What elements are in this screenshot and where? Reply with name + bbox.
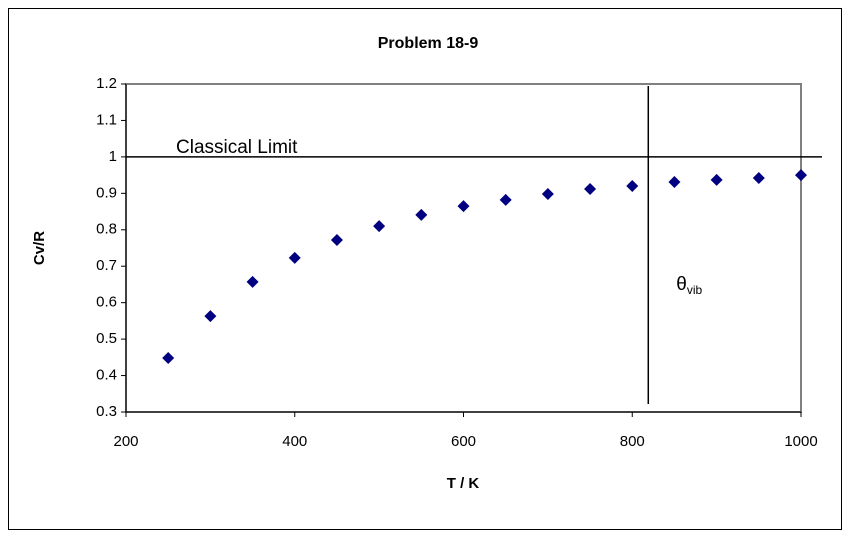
data-point <box>204 310 217 323</box>
data-point <box>373 220 386 233</box>
data-point <box>584 182 597 195</box>
theta-subscript: vib <box>687 283 703 297</box>
chart-title: Problem 18-9 <box>378 35 479 52</box>
data-point <box>162 352 175 365</box>
y-tick-label: 1.1 <box>96 111 117 128</box>
data-point <box>668 176 681 189</box>
y-tick-label: 0.7 <box>96 257 117 274</box>
theta-symbol: θ <box>676 274 687 295</box>
x-axis-label: T / K <box>447 475 480 492</box>
x-tick-label: 800 <box>620 433 645 450</box>
data-point <box>415 208 428 221</box>
chart-frame <box>8 8 842 530</box>
y-tick-label: 0.4 <box>96 367 117 384</box>
data-point <box>710 173 723 186</box>
classical-limit-label: Classical Limit <box>176 137 298 158</box>
x-tick-label: 1000 <box>784 433 817 450</box>
y-tick-label: 1.2 <box>96 75 117 92</box>
data-point <box>330 233 343 246</box>
data-point <box>752 172 765 185</box>
x-tick-label: 400 <box>282 433 307 450</box>
data-point <box>795 169 807 182</box>
y-tick-label: 0.9 <box>96 184 117 201</box>
y-tick-label: 1 <box>109 148 117 165</box>
y-tick-label: 0.5 <box>96 330 117 347</box>
data-point <box>457 200 470 213</box>
x-tick-label: 600 <box>451 433 476 450</box>
data-point <box>288 251 301 264</box>
data-point <box>246 275 259 288</box>
data-point <box>541 188 554 201</box>
y-tick-label: 0.8 <box>96 221 117 238</box>
theta-vib-label: θvib <box>676 274 702 297</box>
y-tick-label: 0.6 <box>96 294 117 311</box>
data-point <box>499 193 512 206</box>
y-tick-label: 0.3 <box>96 403 117 420</box>
y-axis-label: Cv/R <box>31 231 48 265</box>
data-point <box>626 180 639 193</box>
x-tick-label: 200 <box>113 433 138 450</box>
